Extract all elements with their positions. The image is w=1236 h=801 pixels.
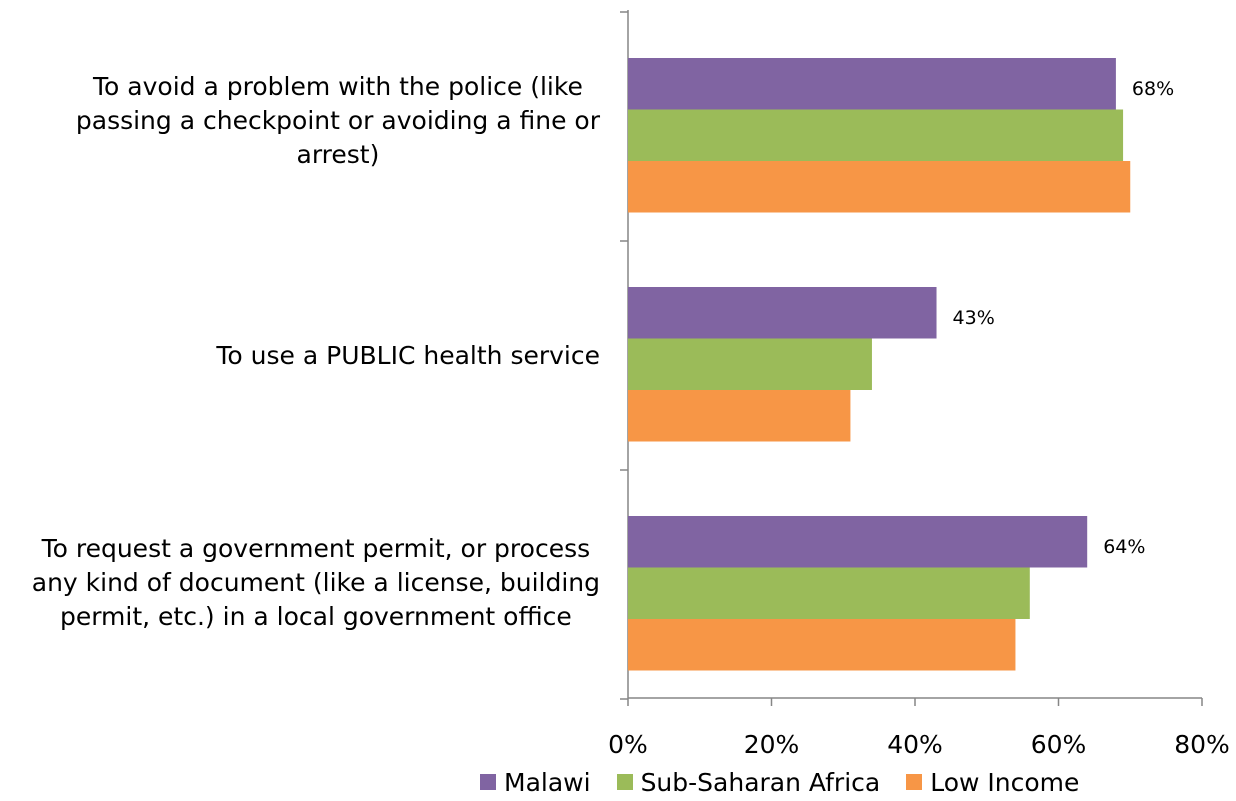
- chart-svg: 0% 20% 40% 60% 80% 68% 43% 64%: [608, 10, 1230, 759]
- bar-sub-saharan-africa-2: [628, 567, 1030, 619]
- legend-item-sub-saharan-africa: Sub-Saharan Africa: [616, 767, 881, 797]
- bar-low-income-2: [628, 619, 1016, 671]
- legend-label-malawi: Malawi: [504, 767, 591, 797]
- x-tick-label-3: 60%: [1031, 730, 1087, 759]
- x-tick-label-2: 40%: [887, 730, 943, 759]
- legend-item-low-income: Low Income: [906, 768, 1079, 797]
- data-label-malawi-0: 68%: [1132, 78, 1174, 100]
- data-label-malawi-1: 43%: [953, 307, 995, 329]
- legend: Malawi Sub-Saharan Africa Low Income: [480, 764, 1105, 800]
- legend-swatch-low-income: [906, 774, 923, 790]
- bar-low-income-1: [628, 390, 851, 442]
- x-tick-label-1: 20%: [744, 730, 800, 759]
- legend-label-sub-saharan-africa: Sub-Saharan Africa: [640, 767, 881, 797]
- x-tick-label-0: 0%: [608, 730, 648, 759]
- bar-low-income-0: [628, 161, 1131, 213]
- category-label-1: To use a PUBLIC health service: [216, 341, 600, 370]
- data-label-malawi-2: 64%: [1103, 536, 1145, 558]
- bar-sub-saharan-africa-0: [628, 109, 1124, 161]
- x-tick-label-4: 80%: [1174, 730, 1230, 759]
- legend-swatch-sub-saharan-africa: [616, 774, 633, 790]
- bar-malawi-2: [628, 516, 1088, 568]
- legend-swatch-malawi: [480, 774, 496, 790]
- bar-malawi-0: [628, 58, 1116, 110]
- bar-malawi-1: [628, 287, 937, 339]
- category-label-0: To avoid a problem with the police (like…: [75, 72, 600, 169]
- bar-sub-saharan-africa-1: [628, 338, 872, 390]
- legend-item-malawi: Malawi: [480, 768, 591, 797]
- category-label-2: To request a government permit, or proce…: [31, 534, 600, 631]
- legend-label-low-income: Low Income: [930, 767, 1080, 797]
